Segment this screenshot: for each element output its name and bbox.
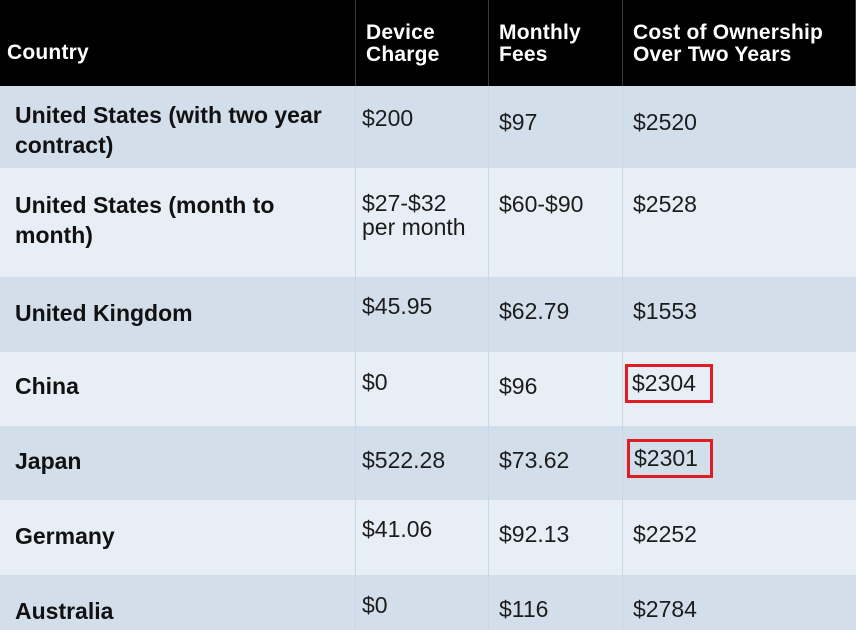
country-cell: China — [0, 352, 356, 426]
header-country: Country — [0, 0, 356, 86]
header-monthly-fees-line2: Fees — [499, 43, 548, 66]
table-row: Australia $0 $116 $2784 — [0, 575, 856, 630]
monthly-fees-cell: $97 — [489, 86, 623, 168]
table-row: United States (with two year contract) $… — [0, 86, 856, 168]
cost-cell: $2252 — [633, 521, 697, 547]
country-cell: United States (with two year contract) — [0, 86, 356, 168]
header-monthly-fees-line1: Monthly — [499, 21, 581, 44]
cost-value: $2304 — [632, 370, 696, 396]
cost-cell: $2784 — [633, 596, 697, 622]
cost-cell: $2304 — [623, 352, 856, 426]
device-charge-cell: $27-$32 per month — [356, 168, 489, 277]
country-cell: United States (month to month) — [0, 168, 356, 277]
device-charge-cell: $522.28 — [356, 426, 489, 500]
header-monthly-fees: Monthly Fees — [489, 0, 623, 86]
monthly-fees-cell: $62.79 — [489, 277, 623, 352]
highlight-box: $2301 — [627, 439, 713, 478]
table-row: United Kingdom $45.95 $62.79 $1553 — [0, 277, 856, 352]
device-charge-cell: $45.95 — [356, 277, 489, 352]
table-row: China $0 $96 $2304 — [0, 352, 856, 426]
cost-cell: $2520 — [633, 109, 697, 135]
device-charge-cell: $0 — [356, 575, 489, 630]
table-row: Japan $522.28 $73.62 $2301 — [0, 426, 856, 500]
header-cost-line1: Cost of Ownership — [633, 21, 824, 44]
table-row: Germany $41.06 $92.13 $2252 — [0, 500, 856, 575]
cost-value: $2301 — [634, 445, 698, 471]
device-charge-cell: $0 — [356, 352, 489, 426]
cost-cell: $2528 — [633, 191, 697, 217]
monthly-fees-cell: $96 — [489, 352, 623, 426]
header-device-charge: Device Charge — [356, 0, 489, 86]
monthly-fees-cell: $73.62 — [489, 426, 623, 500]
country-cell: Germany — [0, 500, 356, 575]
cost-cell: $2301 — [623, 426, 856, 500]
monthly-fees-cell: $60-$90 — [489, 168, 623, 277]
header-cost-line2: Over Two Years — [633, 43, 792, 66]
header-device-charge-line2: Charge — [366, 43, 440, 66]
country-cell: Australia — [0, 575, 356, 630]
header-country-label: Country — [7, 41, 89, 64]
country-cell: United Kingdom — [0, 277, 356, 352]
table-header: Country Device Charge Monthly Fees Cost … — [0, 0, 856, 86]
highlight-box: $2304 — [625, 364, 713, 403]
device-charge-cell: $41.06 — [356, 500, 489, 575]
header-device-charge-line1: Device — [366, 21, 435, 44]
device-charge-cell: $200 — [356, 86, 489, 168]
cost-cell: $1553 — [633, 298, 697, 324]
monthly-fees-cell: $92.13 — [489, 500, 623, 575]
country-cell: Japan — [0, 426, 356, 500]
monthly-fees-cell: $116 — [489, 575, 623, 630]
header-cost-of-ownership: Cost of Ownership Over Two Years — [623, 0, 856, 86]
table-row: United States (month to month) $27-$32 p… — [0, 168, 856, 277]
